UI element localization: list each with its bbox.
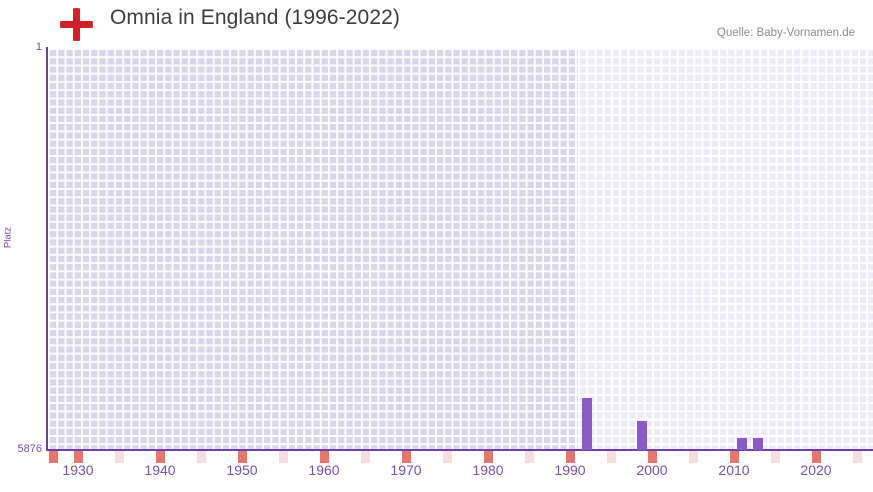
x-axis-tick-1990: 1990 — [554, 462, 586, 478]
y-axis-title: Platz — [2, 226, 14, 249]
x-axis-mark-0 — [49, 451, 58, 463]
y-axis-tick-top: 1 — [35, 41, 42, 53]
bar-1994[interactable] — [582, 398, 592, 450]
x-axis-tick-2000: 2000 — [636, 462, 668, 478]
x-axis-mark-2 — [115, 451, 124, 463]
x-axis-mark-9 — [402, 451, 411, 463]
x-axis-mark-1 — [74, 451, 83, 463]
x-axis-mark-20 — [853, 451, 862, 463]
x-axis-tick-2020: 2020 — [800, 462, 832, 478]
x-axis-tick-1980: 1980 — [472, 462, 504, 478]
x-axis-mark-6 — [279, 451, 288, 463]
grid-highlight-band — [578, 48, 873, 450]
x-axis-mark-3 — [156, 451, 165, 463]
x-axis-mark-5 — [238, 451, 247, 463]
x-axis-tick-1930: 1930 — [62, 462, 94, 478]
plot-area — [48, 48, 873, 450]
x-axis-tick-2010: 2010 — [718, 462, 750, 478]
source-attribution: Quelle: Baby-Vornamen.de — [716, 27, 855, 39]
x-axis-mark-4 — [197, 451, 206, 463]
bar-2014[interactable] — [737, 438, 747, 450]
flag-cross-horizontal — [60, 21, 93, 28]
x-axis-mark-10 — [443, 451, 452, 463]
bar-2016[interactable] — [753, 438, 763, 450]
england-flag-icon — [60, 8, 93, 41]
chart-header: Omnia in England (1996-2022) Quelle: Bab… — [0, 0, 873, 48]
x-axis-mark-8 — [361, 451, 370, 463]
y-axis-line — [46, 47, 48, 451]
x-axis-mark-11 — [484, 451, 493, 463]
x-axis-tick-1960: 1960 — [308, 462, 340, 478]
x-axis-tick-1940: 1940 — [144, 462, 176, 478]
y-axis-tick-bottom: 5876 — [17, 443, 42, 455]
x-axis-tick-1970: 1970 — [390, 462, 422, 478]
x-axis-mark-18 — [771, 451, 780, 463]
chart-title: Omnia in England (1996-2022) — [110, 6, 400, 29]
x-axis-mark-17 — [730, 451, 739, 463]
x-axis-mark-14 — [607, 451, 616, 463]
x-axis-mark-12 — [525, 451, 534, 463]
x-axis-mark-13 — [566, 451, 575, 463]
x-axis-line — [46, 449, 873, 451]
x-axis-tick-1950: 1950 — [226, 462, 258, 478]
x-axis-mark-7 — [320, 451, 329, 463]
bar-2001[interactable] — [637, 421, 647, 450]
x-axis-mark-16 — [689, 451, 698, 463]
x-axis-mark-19 — [812, 451, 821, 463]
x-axis-mark-15 — [648, 451, 657, 463]
